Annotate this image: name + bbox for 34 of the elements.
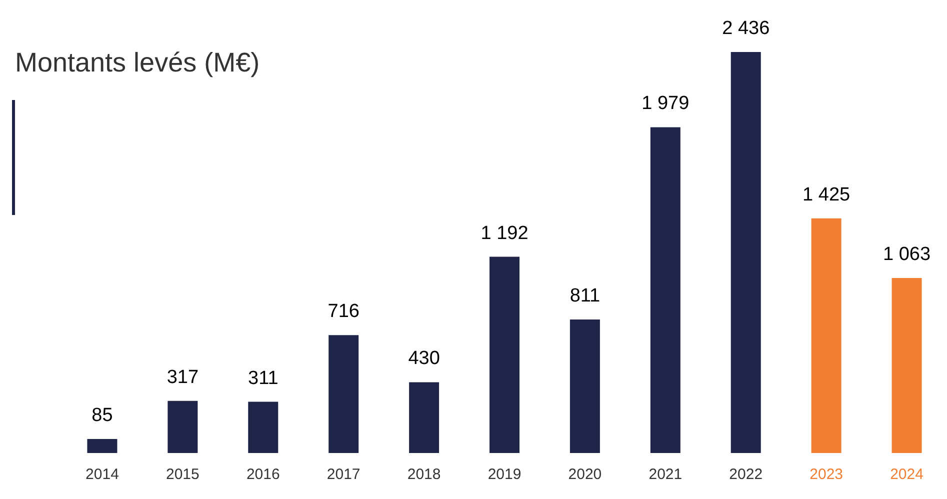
bar	[811, 218, 842, 453]
x-tick-label: 2020	[568, 466, 602, 483]
x-tick-label: 2024	[890, 466, 924, 483]
data-label: 811	[570, 286, 600, 306]
data-label: 85	[92, 405, 113, 426]
data-label: 430	[408, 348, 440, 370]
bar	[570, 320, 600, 453]
bar	[730, 52, 761, 453]
bar	[490, 256, 520, 453]
data-label: 1 192	[480, 222, 528, 244]
x-tick-label: 2018	[407, 466, 441, 483]
x-tick-label: 2019	[488, 466, 522, 483]
x-tick-label: 2014	[86, 466, 119, 483]
data-label: 2 436	[722, 18, 770, 39]
chart-title: Montants levés (M€)	[15, 48, 260, 78]
x-tick-label: 2023	[810, 466, 844, 483]
bar	[650, 127, 680, 453]
x-tick-label: 2022	[729, 466, 763, 483]
x-tick-label: 2016	[246, 466, 280, 483]
data-label: 311	[248, 368, 278, 389]
bar	[892, 278, 922, 453]
bar	[409, 382, 440, 453]
bar	[87, 439, 118, 453]
data-label: 1 063	[883, 244, 931, 266]
x-tick-label: 2015	[166, 466, 200, 483]
bar	[328, 335, 359, 453]
data-label: 317	[166, 366, 199, 388]
x-tick-label: 2017	[326, 466, 360, 483]
bar	[248, 402, 278, 453]
data-label: 1 979	[642, 93, 690, 114]
data-label: 716	[328, 301, 360, 322]
data-label: 1 425	[802, 184, 850, 206]
x-tick-label: 2021	[648, 466, 682, 483]
bar	[168, 400, 198, 453]
